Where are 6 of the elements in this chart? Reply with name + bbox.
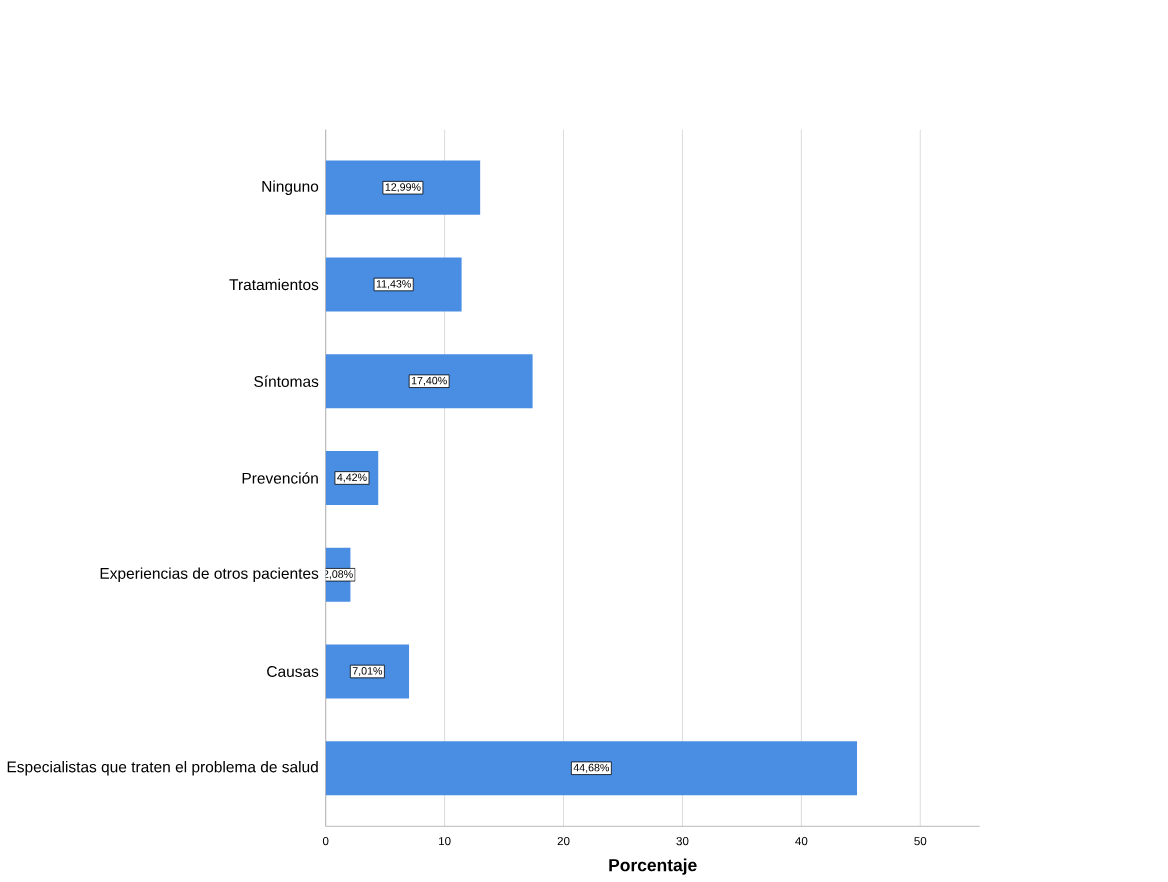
bar bbox=[325, 644, 410, 699]
bar bbox=[325, 354, 533, 409]
bar bbox=[325, 161, 481, 216]
x-axis-title: Porcentaje bbox=[609, 858, 697, 876]
bar bbox=[325, 741, 858, 796]
bar bbox=[325, 257, 462, 312]
